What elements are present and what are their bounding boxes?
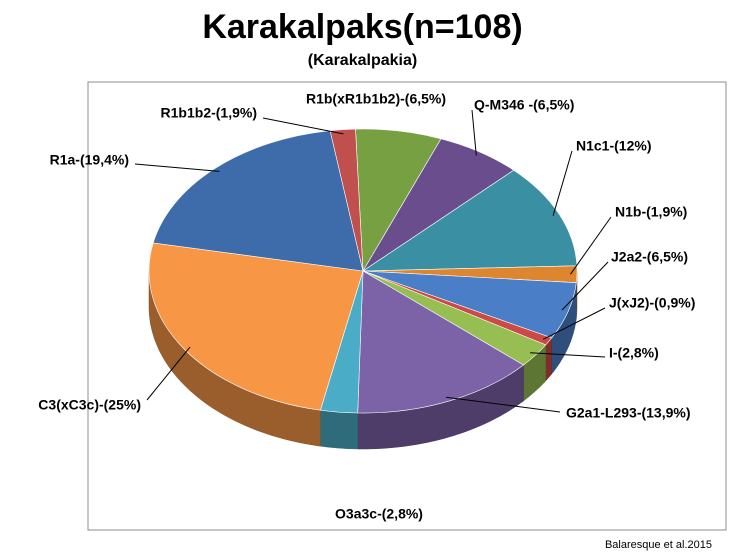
label-n1b-1-9: N1b-(1,9%) — [615, 204, 687, 220]
label-r1b1b2-1-9: R1b1b2-(1,9%) — [161, 105, 257, 121]
leader-line-n1b-1-9 — [570, 216, 612, 275]
slice-n1c1-12 — [361, 169, 578, 272]
leader-lines — [134, 109, 612, 413]
slice-side-o3a3c-2-8 — [320, 409, 358, 450]
source-credit: Balaresque et al.2015 — [604, 539, 712, 551]
chart-title: Karakalpaks(n=108) — [202, 8, 523, 46]
slice-r1a-19-4 — [152, 130, 364, 272]
leader-line-j-xj2-0-9 — [542, 307, 606, 340]
label-r1b-xr1b1b2-6-5: R1b(xR1b1b2)-(6,5%) — [306, 91, 446, 107]
label-r1a-19-4: R1a-(19,4%) — [50, 152, 129, 168]
leader-line-r1a-19-4 — [134, 163, 220, 172]
leader-line-n1c1-12 — [552, 150, 573, 216]
slice-g2a1-l293-13-9 — [357, 270, 525, 414]
label-i-2-8: I-(2,8%) — [609, 345, 659, 361]
label-j-xj2-0-9: J(xJ2)-(0,9%) — [609, 295, 695, 311]
slice-c3-xc3c-25 — [148, 242, 364, 411]
leader-line-g2a1-l293-13-9 — [445, 396, 561, 413]
label-o3a3c-2-8: O3a3c-(2,8%) — [335, 506, 423, 522]
label-n1c1-12: N1c1-(12%) — [576, 138, 651, 154]
leader-line-c3-xc3c-25 — [146, 346, 191, 401]
leader-line-r1b1b2-1-9 — [262, 117, 344, 135]
leader-line-i-2-8 — [530, 352, 606, 358]
leader-line-j2a2-6-5 — [561, 261, 609, 311]
slice-r1b1b2-1-9 — [329, 128, 364, 272]
pie-depth-layer — [148, 271, 578, 450]
data-labels: R1b(xR1b1b2)-(6,5%) Q-M346 -(6,5%) N1c1-(1… — [38, 91, 695, 522]
plot-area-border — [87, 81, 727, 531]
pie-top-layer — [148, 128, 578, 414]
label-j2a2-6-5: J2a2-(6,5%) — [611, 249, 688, 265]
label-q-m346-6-5: Q-M346 -(6,5%) — [474, 97, 574, 113]
label-g2a1-l293-13-9: G2a1-L293-(13,9%) — [566, 405, 691, 421]
leader-line-q-m346-6-5 — [471, 109, 477, 156]
label-c3-xc3c-25: C3(xC3c)-(25%) — [38, 397, 141, 413]
chart-subtitle: (Karakalpakia) — [307, 52, 418, 69]
